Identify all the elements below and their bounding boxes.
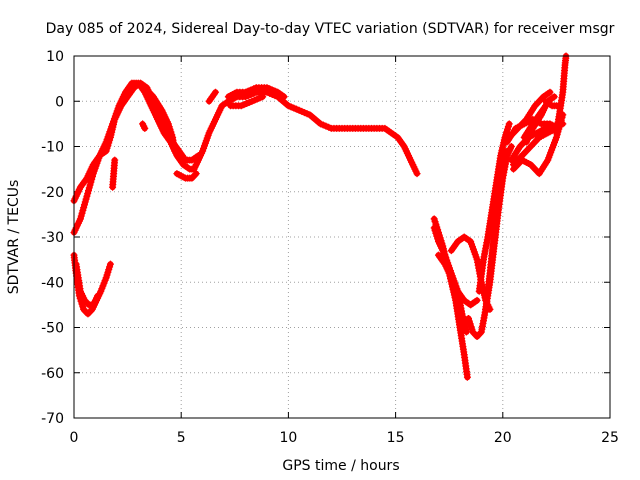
series-trace-6 [141, 84, 179, 155]
axis-ticks: 0 5 10 15 20 25 10 0 -10 -20 -30 -40 -50 -60 -70 [41, 49, 619, 446]
data-point [111, 156, 119, 164]
data-point [194, 152, 202, 160]
series-trace-26 [552, 52, 570, 137]
series-trace-17 [482, 143, 515, 313]
series-trace-10 [227, 93, 267, 110]
data-point [106, 260, 114, 268]
data-point [87, 307, 95, 315]
data-point [507, 143, 515, 150]
y-tick-label: -40 [41, 275, 64, 291]
series-trace-13 [434, 251, 481, 309]
data-point [141, 124, 149, 132]
y-tick-label: 10 [46, 49, 64, 65]
series-trace-8 [205, 88, 220, 105]
series-trace-23 [505, 88, 554, 141]
y-axis-label: SDTVAR / TECUs [6, 180, 22, 295]
data-point [280, 93, 288, 101]
data-point [94, 292, 102, 300]
x-tick-label: 0 [70, 430, 79, 446]
data-point [463, 373, 471, 381]
series-trace-5 [139, 120, 149, 132]
grid [74, 56, 610, 418]
data-point [84, 299, 92, 307]
series-trace-7 [173, 170, 200, 182]
data-point [192, 170, 200, 178]
y-tick-label: -70 [41, 411, 64, 427]
data-point [462, 328, 470, 336]
x-tick-label: 25 [601, 430, 619, 446]
data-point [413, 170, 421, 178]
data-point [259, 93, 267, 101]
y-tick-label: -20 [41, 185, 64, 201]
series-trace-9 [224, 84, 288, 101]
plot-area [70, 52, 570, 381]
x-tick-label: 20 [494, 430, 512, 446]
data-point [191, 171, 199, 179]
series-trace-21 [510, 111, 567, 178]
data-point [476, 330, 484, 338]
y-tick-label: -50 [41, 321, 64, 337]
y-tick-label: 0 [55, 94, 64, 110]
data-point [171, 147, 179, 155]
x-tick-label: 5 [177, 430, 186, 446]
series-trace-3 [72, 260, 102, 309]
data-point [550, 93, 558, 101]
series-trace-20 [510, 124, 560, 169]
data-point [505, 120, 513, 128]
y-tick-label: -30 [41, 230, 64, 246]
series-trace-25 [542, 97, 563, 110]
series-trace-4 [109, 156, 119, 191]
data-point [473, 296, 481, 304]
data-point [546, 88, 554, 96]
data-point [212, 88, 220, 96]
plot-frame [73, 55, 611, 419]
x-tick-label: 10 [279, 430, 297, 446]
x-axis-label: GPS time / hours [282, 458, 399, 474]
y-tick-label: -60 [41, 366, 64, 382]
chart-title: Day 085 of 2024, Sidereal Day-to-day VTE… [46, 21, 615, 37]
x-tick-label: 15 [387, 430, 405, 446]
y-tick-label: -10 [41, 140, 64, 156]
series-trace-16 [475, 120, 513, 295]
